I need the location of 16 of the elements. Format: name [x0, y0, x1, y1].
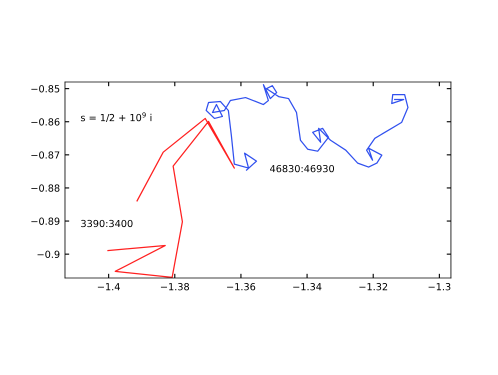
x-tick-label: −1.34 — [293, 283, 322, 290]
line-series — [206, 84, 409, 171]
annotation: s = 1/2 + 10$^{9}$ i — [80, 112, 152, 122]
y-tick-label: −0.87 — [31, 151, 60, 159]
x-tick-label: −1.36 — [227, 283, 256, 290]
y-tick-label: −0.9 — [38, 250, 60, 258]
y-tick-label: −0.85 — [31, 85, 60, 92]
y-tick-label: −0.89 — [31, 218, 60, 225]
x-tick-label: −1.38 — [160, 283, 190, 290]
y-tick-label: −0.86 — [31, 118, 60, 126]
x-tick-label: −1.4 — [98, 283, 120, 290]
annotation: 3390:3400 — [81, 220, 133, 228]
x-tick-label: −1.3 — [428, 283, 450, 290]
x-tick-label: −1.32 — [359, 283, 388, 290]
y-tick-label: −0.88 — [31, 184, 60, 192]
annotation: 46830:46930 — [270, 164, 334, 172]
